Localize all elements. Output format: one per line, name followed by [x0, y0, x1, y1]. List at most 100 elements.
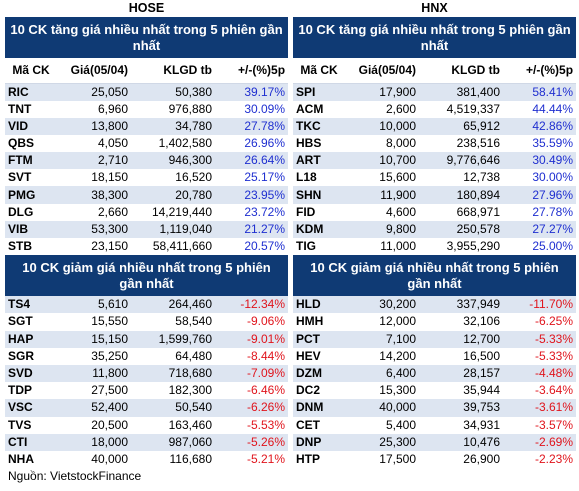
cell-ticker: KDM [293, 220, 345, 238]
cell-change: -3.64% [503, 382, 577, 400]
cell-ticker: DC2 [293, 382, 345, 400]
cell-change: -9.06% [215, 313, 289, 331]
gainer-row: FTM 2,710 946,300 26.64% [5, 152, 289, 170]
cell-change: -5.26% [215, 433, 289, 451]
cell-price: 2,660 [57, 203, 131, 221]
cell-price: 15,550 [57, 313, 131, 331]
cell-volume: 116,680 [131, 450, 215, 469]
cell-change: -6.46% [215, 382, 289, 400]
cell-price: 30,200 [345, 296, 419, 314]
gainer-row: VID 13,800 34,780 27.78% [5, 117, 289, 135]
cell-ticker: DLG [5, 203, 57, 221]
cell-ticker: VSC [5, 399, 57, 417]
cell-change: -3.61% [503, 399, 577, 417]
gainer-row: STB 23,150 58,411,660 20.57% [5, 238, 289, 256]
cell-price: 12,000 [345, 313, 419, 331]
cell-price: 18,150 [57, 169, 131, 187]
cell-change: 27.78% [215, 117, 289, 135]
cell-ticker: SHN [293, 186, 345, 204]
cell-ticker: HLD [293, 296, 345, 314]
cell-volume: 58,411,660 [131, 238, 215, 256]
cell-volume: 250,578 [419, 220, 503, 238]
gainer-row: QBS 4,050 1,402,580 26.96% [5, 134, 289, 153]
cell-price: 13,800 [57, 117, 131, 135]
cell-ticker: VID [5, 117, 57, 135]
cell-change: -7.09% [215, 364, 289, 383]
cell-change: -2.69% [503, 433, 577, 451]
loser-row: SGR 35,250 64,480 -8.44% [5, 347, 289, 365]
cell-volume: 16,500 [419, 347, 503, 365]
gainers-heading: 10 CK tăng giá nhiều nhất trong 5 phiên … [5, 17, 289, 58]
cell-volume: 35,944 [419, 382, 503, 400]
cell-ticker: PCT [293, 330, 345, 348]
gainer-row: DLG 2,660 14,219,440 23.72% [5, 203, 289, 221]
cell-ticker: TNT [5, 100, 57, 118]
hose-market-title: HOSE [128, 1, 165, 15]
cell-change: 30.49% [503, 152, 577, 170]
cell-change: -5.53% [215, 416, 289, 434]
cell-ticker: VIB [5, 220, 57, 238]
cell-price: 2,710 [57, 152, 131, 170]
cell-ticker: SGT [5, 313, 57, 331]
cell-price: 38,300 [57, 186, 131, 204]
loser-row: SVD 11,800 718,680 -7.09% [5, 364, 289, 383]
cell-ticker: RIC [5, 83, 57, 101]
gainer-row: ART 10,700 9,776,646 30.49% [293, 152, 577, 170]
cell-change: -9.01% [215, 330, 289, 348]
cell-price: 10,000 [345, 117, 419, 135]
cell-volume: 12,700 [419, 330, 503, 348]
cell-price: 9,800 [345, 220, 419, 238]
cell-volume: 337,949 [419, 296, 503, 314]
cell-price: 40,000 [57, 450, 131, 469]
losers-heading-row: 10 CK giảm giá nhiều nhất trong 5 phiên … [5, 255, 289, 297]
col-price-header: Giá(05/04) [57, 58, 131, 84]
cell-price: 5,610 [57, 296, 131, 314]
cell-ticker: TDP [5, 382, 57, 400]
cell-volume: 264,460 [131, 296, 215, 314]
cell-ticker: SPI [293, 83, 345, 101]
cell-ticker: NHA [5, 450, 57, 469]
cell-change: 23.95% [215, 186, 289, 204]
hnx-table: 10 CK tăng giá nhiều nhất trong 5 phiên … [293, 17, 577, 469]
cell-volume: 50,540 [131, 399, 215, 417]
cell-price: 4,600 [345, 203, 419, 221]
cell-ticker: FTM [5, 152, 57, 170]
cell-ticker: DZM [293, 364, 345, 383]
cell-volume: 4,519,337 [419, 100, 503, 118]
cell-change: 30.00% [503, 169, 577, 187]
gainer-row: KDM 9,800 250,578 27.27% [293, 220, 577, 238]
cell-ticker: STB [5, 238, 57, 256]
cell-change: 26.64% [215, 152, 289, 170]
cell-volume: 14,219,440 [131, 203, 215, 221]
cell-volume: 34,780 [131, 117, 215, 135]
source-note: Nguồn: VietstockFinance [8, 469, 142, 483]
cell-ticker: SGR [5, 347, 57, 365]
column-header-row: Mã CK Giá(05/04) KLGD tb +/-(%)5p [293, 58, 577, 84]
cell-volume: 238,516 [419, 134, 503, 153]
loser-row: DNP 25,300 10,476 -2.69% [293, 433, 577, 451]
cell-volume: 64,480 [131, 347, 215, 365]
cell-ticker: CTI [5, 433, 57, 451]
cell-ticker: DNM [293, 399, 345, 417]
cell-price: 23,150 [57, 238, 131, 256]
col-ticker-header: Mã CK [293, 58, 345, 84]
cell-change: 35.59% [503, 134, 577, 153]
cell-ticker: SVT [5, 169, 57, 187]
cell-price: 17,500 [345, 450, 419, 469]
cell-price: 40,000 [345, 399, 419, 417]
cell-ticker: HBS [293, 134, 345, 153]
cell-change: -6.25% [503, 313, 577, 331]
gainer-row: FID 4,600 668,971 27.78% [293, 203, 577, 221]
cell-volume: 34,931 [419, 416, 503, 434]
loser-row: HTP 17,500 26,900 -2.23% [293, 450, 577, 469]
cell-volume: 28,157 [419, 364, 503, 383]
cell-change: 25.00% [503, 238, 577, 256]
loser-row: DNM 40,000 39,753 -3.61% [293, 399, 577, 417]
cell-volume: 1,402,580 [131, 134, 215, 153]
cell-volume: 163,460 [131, 416, 215, 434]
cell-price: 18,000 [57, 433, 131, 451]
cell-price: 11,800 [57, 364, 131, 383]
gainer-row: TIG 11,000 3,955,290 25.00% [293, 238, 577, 256]
loser-row: PCT 7,100 12,700 -5.33% [293, 330, 577, 348]
cell-price: 6,400 [345, 364, 419, 383]
